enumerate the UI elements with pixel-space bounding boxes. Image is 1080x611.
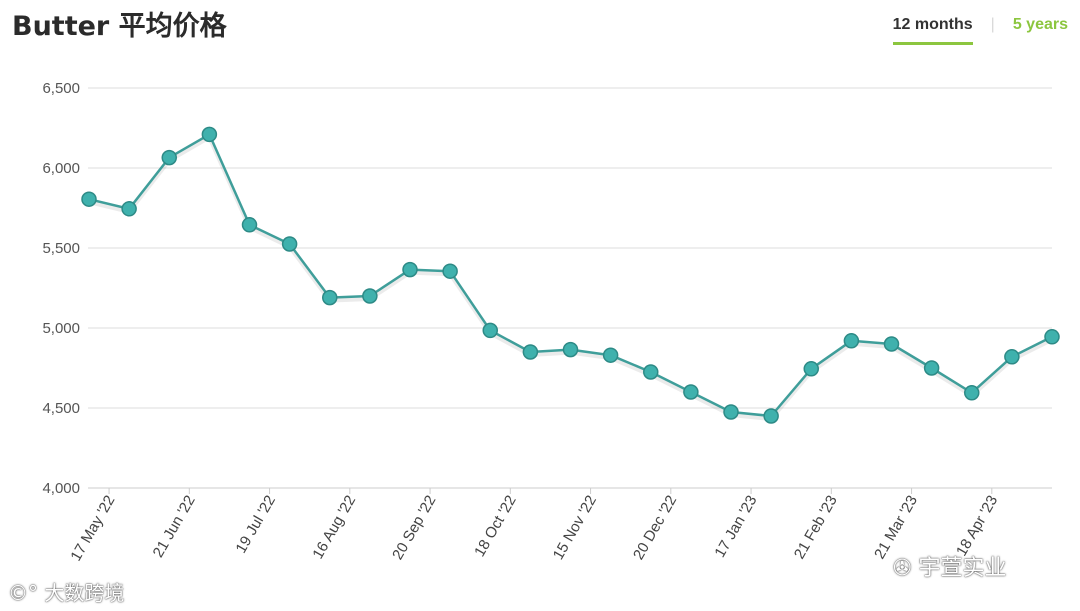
data-point[interactable] [643, 364, 659, 380]
watermark-right: ✇ 宇萱实业 [893, 550, 1006, 582]
x-tick-label: 18 Oct '22 [471, 493, 520, 560]
watermark-left-text: 大数跨境 [44, 581, 125, 605]
x-tick-label: 17 May '22 [67, 493, 118, 565]
wechat-icon: ✇ [893, 556, 912, 581]
data-point[interactable] [723, 404, 739, 420]
data-point[interactable] [803, 361, 819, 377]
series-layer [81, 126, 1060, 424]
x-axis: 17 May '22 21 Jun '22 19 Jul '22 16 Aug '22… [67, 488, 1001, 564]
data-point[interactable] [322, 289, 338, 306]
x-tick-label: 21 Jun '22 [150, 493, 199, 561]
data-point[interactable] [763, 408, 779, 424]
x-tick-label: 17 Jan '23 [711, 493, 760, 561]
x-tick-label: 21 Feb '23 [791, 493, 841, 562]
data-point[interactable] [281, 236, 298, 252]
x-tick-label: 20 Dec '22 [630, 493, 680, 563]
data-point[interactable] [883, 336, 900, 352]
y-tick-label: 5,000 [42, 320, 80, 337]
data-point[interactable] [482, 322, 498, 339]
watermark-left: ©° 大数跨境 [8, 577, 124, 606]
data-point[interactable] [442, 263, 458, 279]
range-tabs: 12 months | 5 years [892, 16, 1068, 45]
watermark-right-text: 宇萱实业 [918, 556, 1007, 581]
data-point[interactable] [522, 344, 539, 360]
chart-title: Butter 平均价格 [12, 11, 227, 42]
y-tick-label: 4,500 [42, 400, 80, 417]
series-line [88, 133, 1053, 418]
data-point[interactable] [121, 201, 137, 217]
y-tick-label: 6,000 [42, 160, 80, 177]
x-tick-label: 16 Aug '22 [309, 493, 359, 563]
y-tick-label: 6,500 [42, 80, 80, 97]
y-tick-label: 5,500 [42, 240, 80, 257]
grid-lines [88, 87, 1052, 489]
watermark-logo-icon: ©° [8, 581, 38, 605]
tab-5-years[interactable]: 5 years [1012, 16, 1068, 33]
series-line-shadow [88, 134, 1053, 422]
data-point[interactable] [1004, 349, 1020, 365]
data-point[interactable] [402, 261, 418, 278]
data-point[interactable] [161, 149, 177, 166]
data-point[interactable] [602, 347, 619, 363]
data-point[interactable] [843, 333, 860, 349]
data-point[interactable] [81, 191, 97, 207]
data-point[interactable] [923, 360, 940, 376]
x-tick-label: 15 Nov '22 [550, 493, 600, 563]
data-point[interactable] [562, 341, 579, 358]
data-point[interactable] [362, 288, 378, 304]
y-tick-label: 4,000 [42, 480, 80, 497]
y-axis: 4,000 4,500 5,000 5,500 6,000 6,500 [42, 80, 80, 497]
tab-12-months[interactable]: 12 months [892, 16, 973, 45]
tab-separator: | [990, 16, 995, 33]
data-point[interactable] [201, 126, 218, 143]
data-point[interactable] [683, 384, 699, 400]
x-tick-label: 19 Jul '22 [232, 493, 279, 557]
data-point[interactable] [964, 385, 980, 401]
x-tick-label: 20 Sep '22 [389, 493, 439, 563]
data-point[interactable] [1044, 329, 1060, 345]
data-point[interactable] [241, 217, 258, 233]
